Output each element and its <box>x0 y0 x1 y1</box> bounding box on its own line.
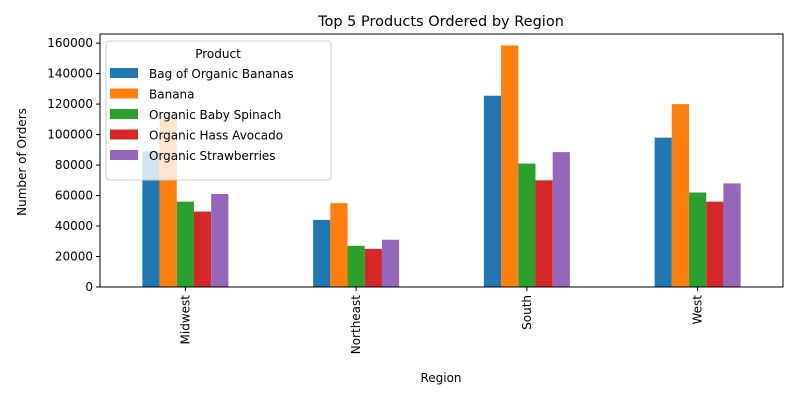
bar-bag-of-organic-bananas-northeast <box>313 219 331 287</box>
bar-organic-strawberries-west <box>723 183 741 287</box>
y-tick-label: 160000 <box>47 36 93 50</box>
legend-label: Organic Hass Avocado <box>149 129 283 143</box>
y-tick-label: 40000 <box>55 219 93 233</box>
bars-group <box>142 45 741 288</box>
bar-organic-strawberries-northeast <box>381 239 400 287</box>
plot-frame <box>99 33 784 288</box>
legend-swatch <box>110 129 138 140</box>
x-tick-label: West <box>691 295 705 325</box>
y-tick-label: 20000 <box>55 250 93 264</box>
bar-banana-west <box>671 104 690 288</box>
bar-organic-baby-spinach-south <box>518 163 536 287</box>
chart-title: Top 5 Products Ordered by Region <box>317 14 564 30</box>
x-tick-label: South <box>520 295 534 330</box>
bar-organic-hass-avocado-midwest <box>193 211 212 287</box>
bar-bag-of-organic-bananas-south <box>483 95 502 287</box>
bar-organic-baby-spinach-west <box>689 192 707 287</box>
x-tick-label: Northeast <box>349 295 363 355</box>
legend-title: Product <box>195 47 241 61</box>
bar-organic-strawberries-midwest <box>211 194 229 287</box>
legend-swatch <box>110 88 138 99</box>
legend-swatch <box>110 109 138 119</box>
legend-swatch <box>110 150 138 160</box>
legend: Product Bag of Organic Bananas Banana Orga… <box>105 40 332 181</box>
legend-label: Organic Strawberries <box>149 149 276 163</box>
y-tick-label: 120000 <box>47 97 93 111</box>
bar-organic-strawberries-south <box>552 152 570 287</box>
bar-banana-south <box>501 45 519 287</box>
bar-organic-baby-spinach-midwest <box>176 201 194 287</box>
legend-label: Organic Baby Spinach <box>149 108 281 122</box>
x-axis-label: Region <box>420 371 461 385</box>
y-tick-label: 80000 <box>55 158 93 172</box>
y-tick-label: 100000 <box>47 128 93 142</box>
legend-label: Banana <box>149 88 195 102</box>
y-tick-label: 140000 <box>47 67 93 81</box>
bar-organic-hass-avocado-west <box>706 201 724 287</box>
y-axis-label: Number of Orders <box>15 108 29 216</box>
y-axis: 0 20000 40000 60000 80000 100000 120000 140000 1… <box>47 36 100 294</box>
x-axis: Midwest Northeast South West <box>178 287 705 355</box>
y-tick-label: 0 <box>85 280 93 294</box>
bar-organic-hass-avocado-south <box>535 180 553 287</box>
legend-label: Bag of Organic Bananas <box>149 67 294 81</box>
bar-banana-northeast <box>330 203 348 287</box>
legend-swatch <box>110 68 138 78</box>
legend-box <box>105 40 332 181</box>
y-tick-label: 60000 <box>55 189 93 203</box>
bar-organic-hass-avocado-northeast <box>364 248 382 287</box>
x-tick-label: Midwest <box>178 295 192 345</box>
bar-bag-of-organic-bananas-west <box>654 137 672 287</box>
bar-bag-of-organic-bananas-midwest <box>142 151 160 287</box>
bar-organic-baby-spinach-northeast <box>347 245 365 287</box>
